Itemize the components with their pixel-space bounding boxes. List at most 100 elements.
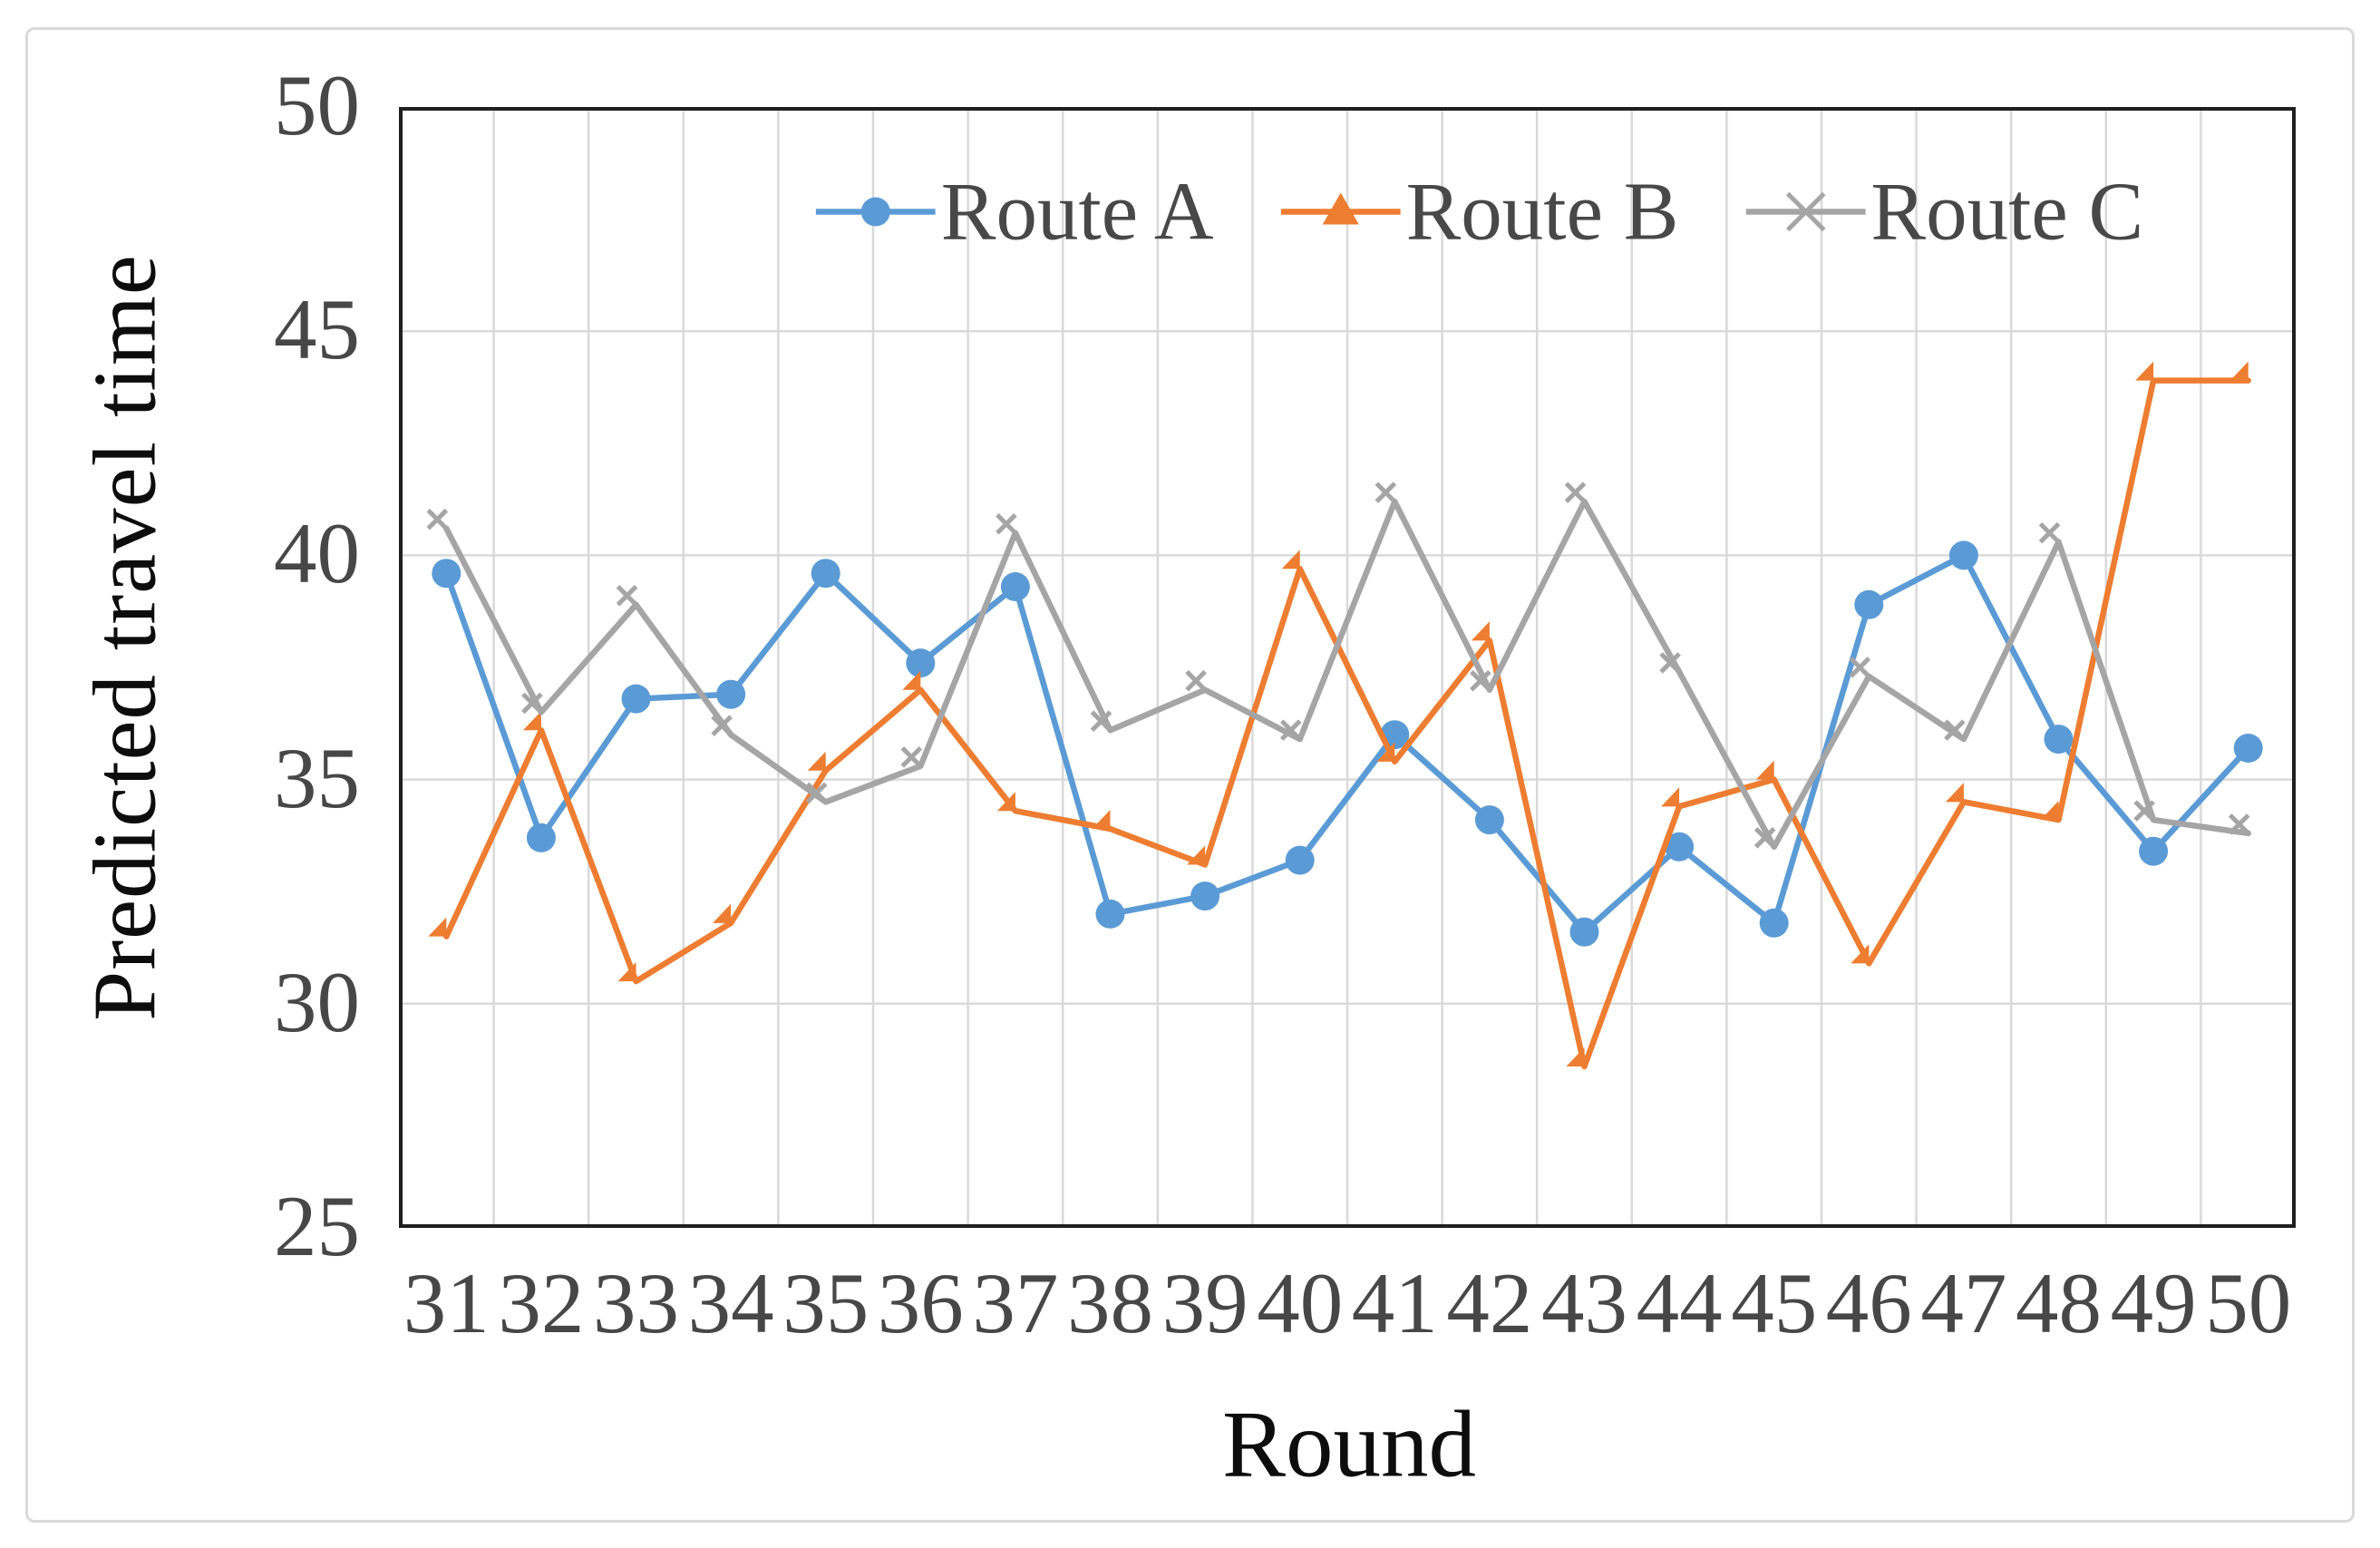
plot-border: [399, 107, 2296, 1228]
x-tick-label: 34: [687, 1255, 774, 1351]
data-point-marker: [1659, 652, 1681, 674]
x-tick-label: 47: [1920, 1255, 2007, 1351]
triangle-marker-icon: [1280, 192, 1401, 224]
y-axis-title: Predicted travel time: [75, 254, 175, 1021]
data-point-marker: [2139, 836, 2169, 866]
data-point-marker: [1281, 550, 1300, 570]
data-point-marker: [2233, 734, 2263, 763]
x-axis-title: Round: [1221, 1390, 1477, 1497]
data-point-marker: [1095, 899, 1125, 929]
x-tick-label: 31: [403, 1255, 490, 1351]
y-tick-label: 25: [274, 1177, 360, 1274]
data-point-marker: [1187, 845, 1206, 865]
y-tick-label: 30: [274, 953, 360, 1050]
data-point-marker: [906, 648, 936, 678]
x-tick-label: 44: [1636, 1255, 1723, 1351]
data-point-marker: [2044, 725, 2074, 755]
data-point-marker: [996, 792, 1015, 812]
data-point-marker: [1755, 760, 1774, 780]
x-tick-label: 46: [1825, 1255, 1912, 1351]
data-point-marker: [616, 585, 638, 607]
series-route-a-line: [443, 552, 2251, 935]
data-point-marker: [621, 684, 651, 714]
data-point-marker: [432, 559, 461, 589]
data-point-marker: [1849, 657, 1871, 678]
x-tick-label: 42: [1446, 1255, 1533, 1351]
x-tick-label: 40: [1257, 1255, 1344, 1351]
legend: Route A Route B Route C: [815, 164, 2143, 259]
data-point-marker: [1471, 621, 1490, 641]
data-point-marker: [1185, 669, 1207, 692]
x-tick-label: 37: [972, 1255, 1059, 1351]
circle-marker-icon: [815, 197, 936, 226]
data-point-marker: [1569, 917, 1599, 947]
data-point-marker: [2038, 521, 2061, 544]
x-tick-label: 32: [498, 1255, 585, 1351]
x-marker-icon: [1745, 191, 1866, 231]
data-point-marker: [996, 512, 1017, 535]
data-point-marker: [1470, 669, 1491, 692]
y-tick-label: 45: [274, 280, 360, 377]
data-point-marker: [2133, 800, 2155, 822]
plot-area: [399, 107, 2296, 1228]
data-point-marker: [526, 823, 556, 852]
plot-svg: [399, 107, 2296, 1228]
data-point-marker: [2040, 801, 2059, 821]
data-point-marker: [711, 715, 733, 736]
data-point-marker: [902, 670, 921, 690]
legend-label: Route B: [1405, 165, 1679, 258]
data-point-marker: [522, 711, 541, 731]
x-tick-label: 36: [877, 1255, 964, 1351]
data-point-marker: [1753, 827, 1776, 849]
figure-border: [25, 27, 2355, 1523]
data-point-marker: [1851, 944, 1870, 964]
data-point-marker: [1945, 783, 1964, 803]
data-point-marker: [1000, 572, 1030, 601]
legend-item-route-b: Route B: [1280, 164, 1679, 259]
data-point-marker: [1279, 719, 1302, 741]
data-point-marker: [1092, 810, 1111, 830]
data-point-marker: [426, 508, 449, 531]
x-tick-label: 39: [1161, 1255, 1248, 1351]
data-point-marker: [1661, 787, 1680, 807]
y-tick-label: 40: [274, 505, 360, 602]
x-tick-label: 43: [1541, 1255, 1627, 1351]
x-tick-label: 45: [1731, 1255, 1818, 1351]
data-point-marker: [2135, 361, 2154, 381]
data-point-marker: [716, 679, 746, 709]
legend-label: Route C: [1870, 165, 2144, 258]
data-point-marker: [2228, 813, 2250, 835]
data-point-marker: [1564, 482, 1587, 503]
data-point-marker: [811, 559, 840, 589]
data-point-marker: [713, 903, 732, 923]
data-point-marker: [1090, 710, 1112, 732]
x-tick-label: 41: [1351, 1255, 1438, 1351]
x-tick-label: 50: [2205, 1255, 2292, 1351]
data-point-marker: [1566, 1047, 1585, 1067]
data-point-marker: [617, 962, 636, 982]
data-point-marker: [1854, 589, 1884, 619]
legend-item-route-c: Route C: [1745, 164, 2143, 259]
data-point-marker: [1759, 908, 1789, 938]
data-point-marker: [2229, 361, 2249, 381]
data-point-marker: [428, 917, 447, 937]
x-tick-label: 49: [2110, 1255, 2197, 1351]
data-point-marker: [1474, 805, 1504, 835]
data-point-marker: [1190, 881, 1220, 911]
data-point-marker: [1376, 742, 1395, 762]
data-point-marker: [1944, 719, 1966, 741]
x-tick-label: 35: [782, 1255, 869, 1351]
y-tick-label: 50: [274, 56, 360, 153]
legend-label: Route A: [940, 165, 1214, 258]
data-point-marker: [807, 751, 826, 771]
data-point-marker: [1285, 845, 1315, 875]
x-tick-label: 48: [2016, 1255, 2102, 1351]
data-point-marker: [1375, 482, 1397, 503]
data-point-marker: [900, 746, 923, 768]
series-route-c-line: [443, 498, 2251, 851]
legend-item-route-a: Route A: [815, 164, 1214, 259]
series-route-b-line: [443, 377, 2251, 1070]
y-tick-label: 35: [274, 729, 360, 826]
data-point-marker: [1665, 832, 1695, 862]
data-point-marker: [1948, 540, 1978, 570]
